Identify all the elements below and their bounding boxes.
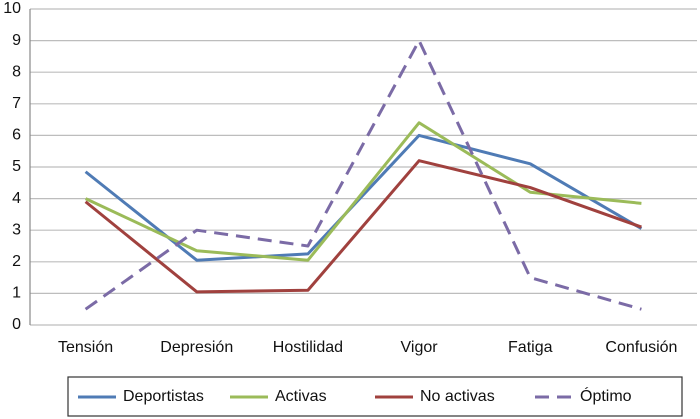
y-tick-label: 8 [12, 63, 21, 80]
series-line [84, 159, 642, 294]
x-tick-label: Confusión [605, 339, 677, 356]
x-tick-label: Vigor [401, 339, 439, 356]
y-tick-label: 1 [12, 285, 21, 302]
legend-box [67, 376, 683, 417]
y-tick-label: 6 [12, 127, 21, 144]
series-line [84, 39, 642, 311]
y-tick-label: 0 [12, 316, 21, 333]
x-tick-label: Hostilidad [273, 339, 343, 356]
legend-label: Deportistas [123, 388, 204, 405]
x-tick-label: Tensión [58, 339, 113, 356]
y-tick-label: 3 [12, 221, 21, 238]
y-tick-label: 7 [12, 95, 21, 112]
x-tick-label: Depresión [160, 339, 233, 356]
legend-label: Activas [275, 388, 327, 405]
y-tick-label: 9 [12, 32, 21, 49]
series-line [84, 133, 643, 262]
legend-label: No activas [420, 388, 495, 405]
y-tick-label: 5 [12, 158, 21, 175]
y-tick-label: 10 [3, 0, 21, 17]
legend-label: Óptimo [580, 386, 632, 405]
x-tick-label: Fatiga [508, 339, 553, 356]
y-tick-label: 2 [12, 253, 21, 270]
y-tick-label: 4 [12, 190, 21, 207]
